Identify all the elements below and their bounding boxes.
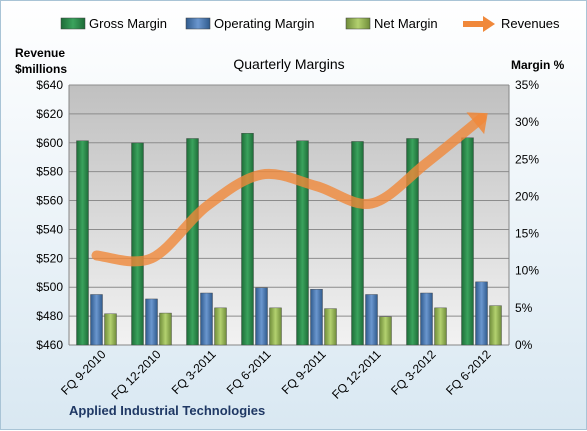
bar-operating-margin (200, 292, 213, 346)
right-tick-label: 25% (515, 152, 539, 166)
legend-swatch (60, 17, 86, 30)
revenues-line (91, 113, 487, 267)
left-axis-title: $millions (15, 62, 67, 76)
bar-net-margin (159, 312, 172, 346)
legend-label: Operating Margin (214, 16, 314, 31)
legend-swatch-arrow (483, 16, 495, 32)
legend-label: Net Margin (374, 16, 438, 31)
x-tick-label: FQ 12-2011 (329, 347, 384, 402)
bar-gross-margin (241, 133, 254, 346)
company-name: Applied Industrial Technologies (69, 403, 265, 418)
left-tick-label: $500 (36, 280, 63, 294)
x-tick-label: FQ 9-2011 (279, 347, 329, 397)
right-tick-label: 10% (515, 264, 539, 278)
bar-operating-margin (145, 298, 158, 346)
left-tick-label: $600 (36, 136, 63, 150)
bar-net-margin (379, 316, 392, 346)
left-tick-label: $520 (36, 251, 63, 265)
x-tick-label: FQ 9-2010 (58, 347, 109, 398)
bar-operating-margin (365, 294, 378, 346)
x-tick-label: FQ 3-2011 (169, 347, 219, 397)
left-tick-label: $540 (36, 222, 63, 236)
right-tick-label: 0% (515, 338, 533, 352)
bar-operating-margin (310, 289, 323, 346)
x-tick-label: FQ 6-2012 (443, 347, 494, 398)
right-tick-label: 5% (515, 301, 533, 315)
x-tick-label: FQ 6-2011 (224, 347, 274, 397)
left-tick-label: $460 (36, 338, 63, 352)
left-tick-label: $640 (36, 78, 63, 92)
bar-net-margin (104, 313, 117, 346)
x-tick-label: FQ 3-2012 (388, 347, 439, 398)
right-tick-label: 35% (515, 78, 539, 92)
legend-label: Gross Margin (89, 16, 167, 31)
bar-net-margin (214, 307, 227, 346)
right-tick-label: 30% (515, 115, 539, 129)
bar-gross-margin (76, 140, 89, 346)
bar-gross-margin (186, 138, 199, 346)
right-axis-title: Margin % (511, 58, 565, 72)
bar-gross-margin (351, 141, 364, 346)
bar-net-margin (324, 308, 337, 346)
chart-title: Quarterly Margins (233, 56, 344, 72)
left-tick-label: $580 (36, 165, 63, 179)
revenues-arrowhead (466, 112, 488, 135)
bar-net-margin (269, 307, 282, 346)
right-tick-label: 15% (515, 227, 539, 241)
left-tick-label: $480 (36, 309, 63, 323)
bar-gross-margin (461, 137, 474, 346)
bar-operating-margin (475, 281, 488, 346)
bar-gross-margin (406, 138, 419, 346)
right-tick-label: 20% (515, 189, 539, 203)
legend-swatch (345, 17, 371, 30)
bar-operating-margin (90, 294, 103, 346)
left-tick-label: $620 (36, 107, 63, 121)
bar-operating-margin (255, 287, 268, 346)
bar-net-margin (434, 307, 447, 346)
legend-swatch (185, 17, 211, 30)
left-tick-label: $560 (36, 194, 63, 208)
x-tick-label: FQ 12-2010 (108, 347, 163, 402)
left-axis-title: Revenue (15, 46, 65, 60)
bar-operating-margin (420, 292, 433, 346)
bar-gross-margin (131, 142, 144, 346)
legend-label: Revenues (501, 16, 560, 31)
bar-net-margin (489, 305, 502, 346)
bar-gross-margin (296, 140, 309, 346)
